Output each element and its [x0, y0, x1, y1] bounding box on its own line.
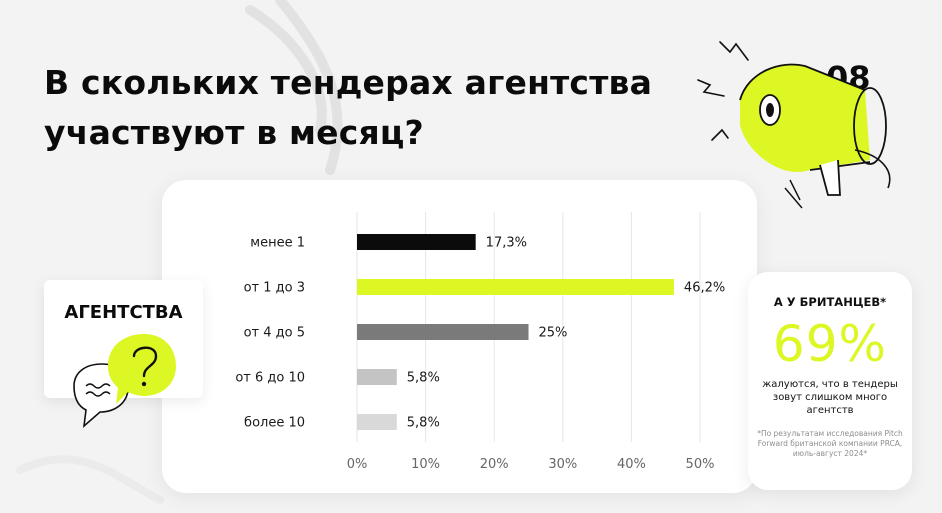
title-line-1: В скольких тендерах агентства — [44, 63, 653, 102]
value-label: 5,8% — [407, 371, 440, 386]
agency-card: АГЕНТСТВА — [44, 280, 203, 398]
question-mark-icon — [108, 334, 176, 404]
stat-value: 69% — [772, 315, 888, 373]
x-tick-label: 30% — [548, 457, 577, 472]
x-tick-label: 20% — [480, 457, 509, 472]
category-label: от 1 до 3 — [244, 281, 305, 296]
value-label: 46,2% — [684, 281, 725, 296]
title-line-2: участвуют в месяц? — [44, 113, 424, 152]
x-tick-label: 10% — [411, 457, 440, 472]
megaphone-icon — [697, 41, 891, 209]
value-label: 17,3% — [486, 236, 527, 251]
x-tick-label: 50% — [686, 457, 715, 472]
category-label: более 10 — [244, 416, 305, 431]
bar-chart: 0% 10% 20% 30% 40% 50% менее 1 17,3% от 1 до 3 46… — [235, 212, 725, 472]
category-label: менее 1 — [250, 236, 305, 251]
x-tick-label: 40% — [617, 457, 646, 472]
bar — [357, 279, 674, 295]
category-label: от 4 до 5 — [244, 326, 305, 341]
bar — [357, 324, 529, 340]
category-label: от 6 до 10 — [235, 371, 305, 386]
agency-label: АГЕНТСТВА — [64, 302, 183, 323]
stat-heading: А У БРИТАНЦЕВ* — [773, 295, 887, 309]
bar — [357, 234, 476, 250]
bar — [357, 369, 397, 385]
value-label: 5,8% — [407, 416, 440, 431]
value-label: 25% — [539, 326, 568, 341]
page-title: В скольких тендерах агентства участвуют … — [44, 58, 652, 158]
x-tick-label: 0% — [347, 457, 368, 472]
stat-footnote: *По результатам исследования Pitch Forwa… — [757, 429, 903, 458]
stat-description: жалуются, что в тендеры зовут слишком мн… — [762, 379, 898, 416]
speech-bubbles-icon — [73, 334, 176, 428]
bar — [357, 414, 397, 430]
chart-card: 0% 10% 20% 30% 40% 50% менее 1 17,3% от 1 до 3 46… — [162, 180, 757, 493]
stat-card: А У БРИТАНЦЕВ* 69% жалуются, что в тенде… — [748, 272, 912, 490]
